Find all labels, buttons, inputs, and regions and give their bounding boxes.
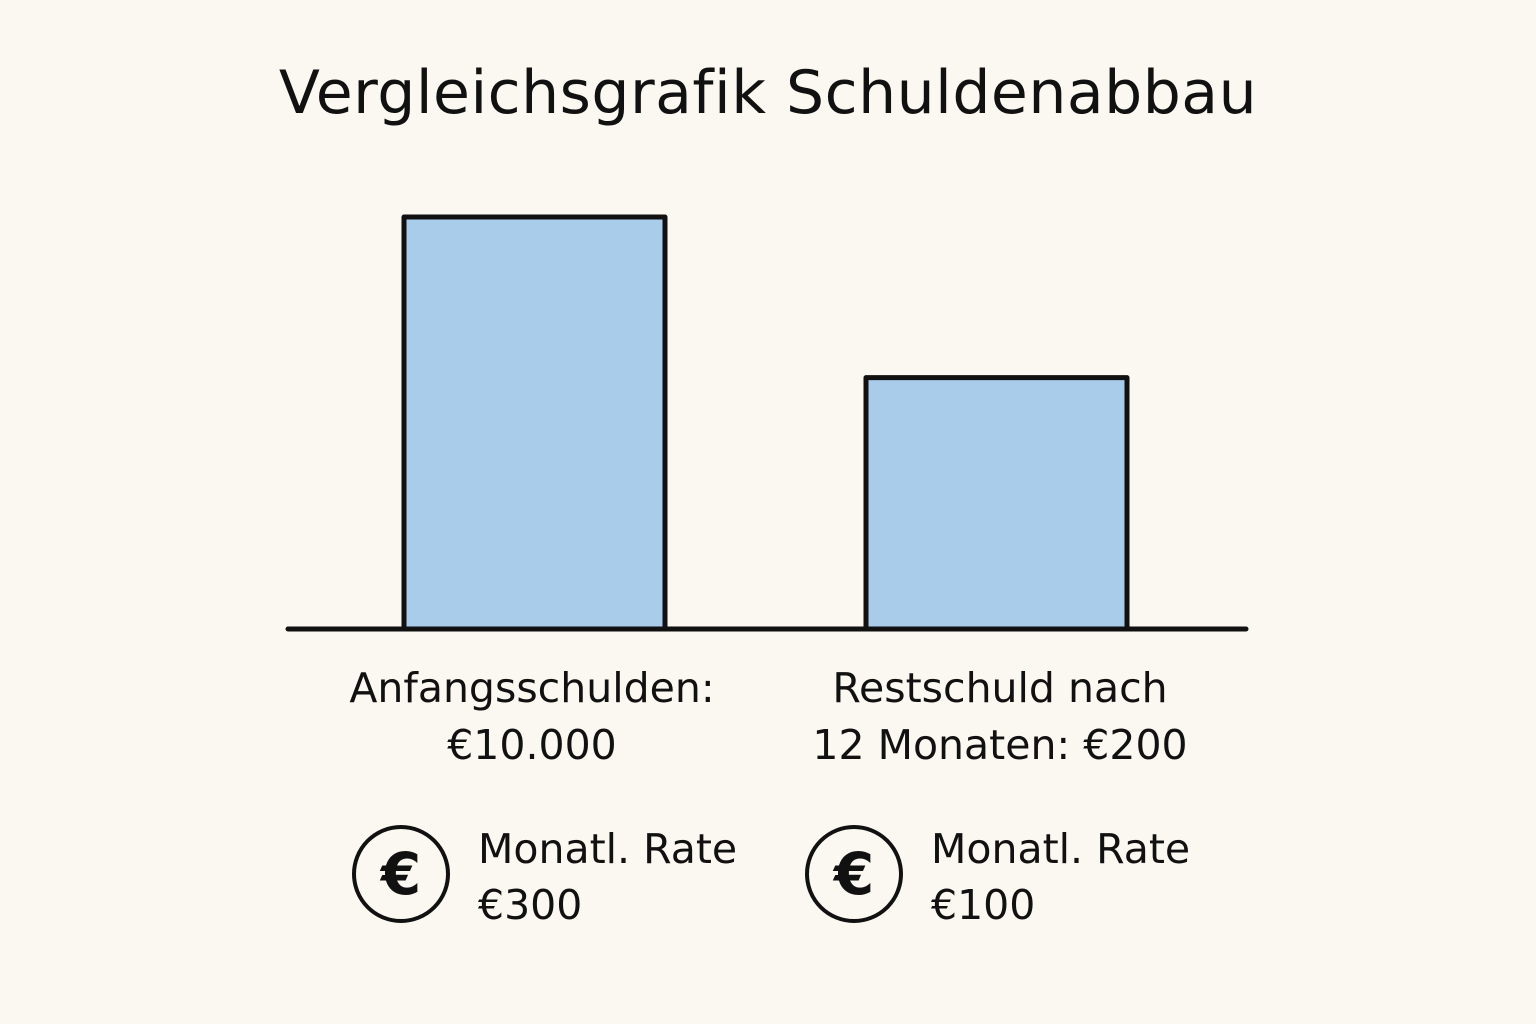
monthly-rate-label: Monatl. Rate bbox=[931, 825, 1191, 873]
bar-label-value: 12 Monaten: €200 bbox=[812, 721, 1188, 769]
monthly-rate-text: Monatl. Rate €100 bbox=[931, 821, 1190, 933]
monthly-rate-value: €300 bbox=[478, 881, 583, 929]
euro-circle-icon: € bbox=[352, 825, 450, 923]
monthly-rate-1: € Monatl. Rate €300 bbox=[352, 825, 772, 935]
bar-1 bbox=[401, 214, 668, 632]
bar-label-anfangsschulden: Anfangsschulden: €10.000 bbox=[302, 660, 762, 774]
monthly-rate-label: Monatl. Rate bbox=[478, 825, 738, 873]
monthly-rate-2: € Monatl. Rate €100 bbox=[805, 825, 1225, 935]
bar-label-restschuld: Restschuld nach 12 Monaten: €200 bbox=[770, 660, 1230, 774]
euro-circle-icon: € bbox=[805, 825, 903, 923]
chart-title: Vergleichsgrafik Schuldenabbau bbox=[278, 58, 1258, 128]
bar-label-line1: Anfangsschulden: bbox=[349, 664, 715, 712]
bar-label-line1: Restschuld nach bbox=[832, 664, 1168, 712]
bar-label-value: €10.000 bbox=[447, 721, 617, 769]
monthly-rate-text: Monatl. Rate €300 bbox=[478, 821, 737, 933]
monthly-rate-value: €100 bbox=[931, 881, 1036, 929]
bar-2 bbox=[863, 375, 1130, 632]
